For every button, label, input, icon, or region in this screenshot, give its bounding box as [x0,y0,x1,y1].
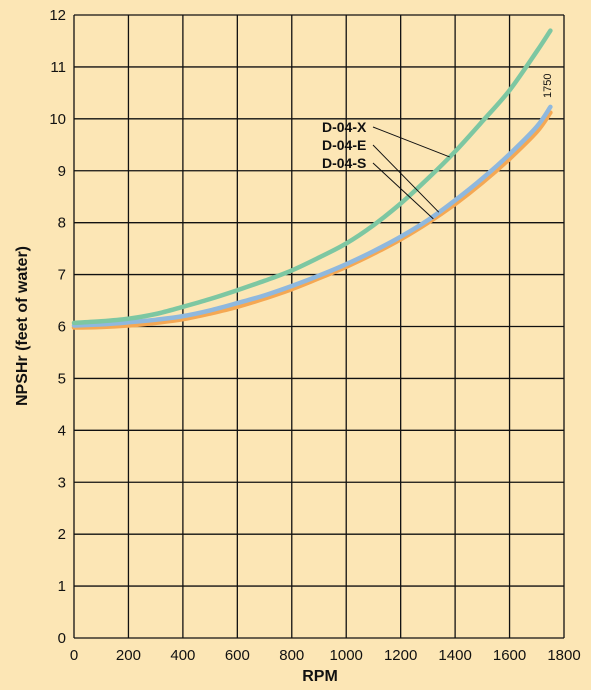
x-tick-label: 200 [116,647,141,664]
series-label-d04x: D-04-X [322,119,367,135]
x-tick-label: 1400 [438,647,471,664]
grid-lines [73,14,565,639]
x-tick-label: 800 [279,647,304,664]
y-tick-label: 9 [58,163,66,180]
y-tick-label: 5 [58,370,66,387]
x-tick-labels: 0 200 400 600 800 1000 1200 1400 1600 1800 [70,647,581,664]
x-tick-label: 1800 [547,647,580,664]
y-tick-label: 10 [49,111,66,128]
series-line-d-04-s [71,110,553,330]
label-leader-lines [372,126,450,220]
y-tick-label: 6 [58,319,66,336]
y-axis-label: NPSHr (feet of water) [14,246,31,406]
annotation-1750: 1750 [542,74,554,98]
leader-line [372,162,434,220]
y-tick-label: 0 [58,630,66,647]
y-tick-label: 11 [50,59,66,76]
leader-line [372,126,450,158]
x-tick-label: 600 [225,647,250,664]
y-tick-label: 4 [58,422,66,439]
x-tick-label: 1200 [384,647,417,664]
series-lines [71,28,553,330]
series-label-d04e: D-04-E [322,137,366,153]
y-tick-label: 2 [58,526,66,543]
y-tick-label: 7 [58,267,66,284]
x-tick-label: 1000 [330,647,363,664]
series-line-d-04-e [71,104,553,328]
x-tick-label: 1600 [493,647,526,664]
series-line-d-04-x [71,28,553,326]
y-tick-label: 12 [49,7,66,24]
leader-line [372,144,440,213]
x-axis-label: RPM [302,668,338,685]
series-label-d04s: D-04-S [322,155,366,171]
x-tick-label: 0 [70,647,78,664]
y-tick-label: 3 [58,474,66,491]
y-tick-label: 1 [58,578,66,595]
x-tick-label: 400 [170,647,195,664]
y-tick-label: 8 [58,215,66,232]
